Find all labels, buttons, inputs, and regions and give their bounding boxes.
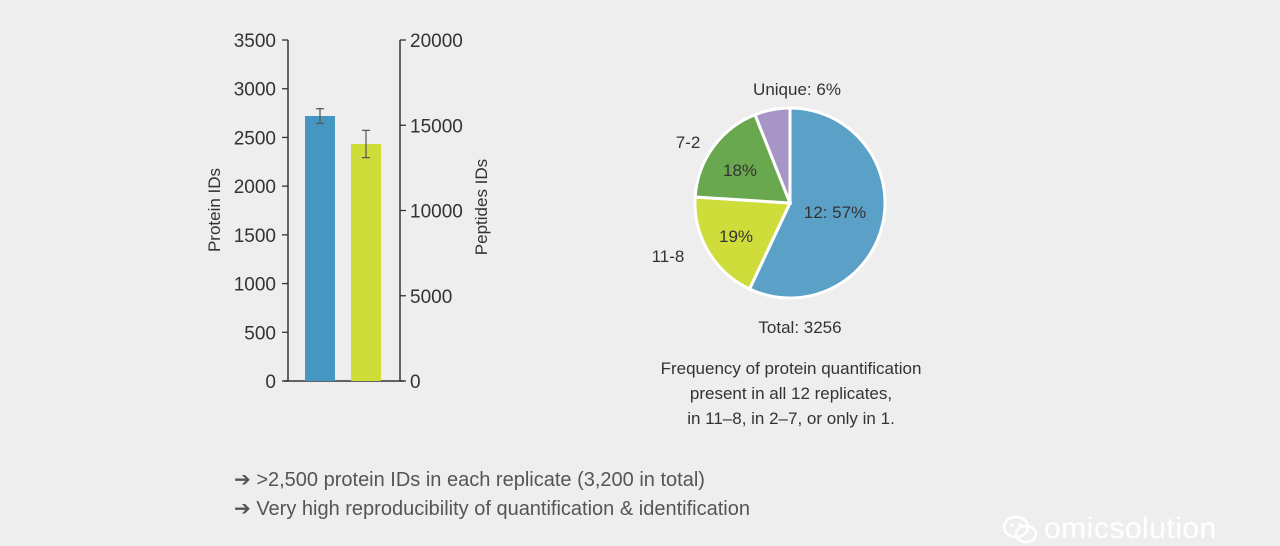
pie-total-label: Total: 3256	[758, 318, 841, 337]
pie-slice	[693, 112, 793, 205]
watermark-text: omicsolution	[1044, 512, 1217, 545]
y2-tick-label: 0	[410, 372, 421, 393]
pie-caption-line: Frequency of protein quantification	[661, 359, 922, 378]
pie-slice-label: Unique: 6%	[753, 80, 841, 99]
y2-tick-label: 5000	[410, 287, 452, 308]
y-tick-label: 2000	[234, 177, 276, 198]
y-tick-label: 1000	[234, 275, 276, 296]
y-tick-label: 3000	[234, 80, 276, 101]
y2-axis-label: Peptides IDs	[472, 159, 491, 255]
y2-tick-label: 15000	[410, 116, 463, 137]
y2-tick-label: 10000	[410, 202, 463, 223]
y-tick-label: 0	[265, 372, 276, 393]
pie-slice-label: 18%	[723, 161, 757, 180]
bullet-protein-ids: ➔ >2,500 protein IDs in each replicate (…	[234, 469, 705, 491]
wechat-icon	[1002, 515, 1038, 544]
bar	[351, 144, 381, 381]
pie-slice	[747, 106, 887, 300]
bullet-reproducibility: ➔ Very high reproducibility of quantific…	[234, 498, 750, 520]
y-tick-label: 500	[244, 323, 276, 344]
pie-slice	[753, 106, 792, 204]
bullet-list: ➔ >2,500 protein IDs in each replicate (…	[234, 466, 750, 524]
y-tick-label: 1500	[234, 226, 276, 247]
y2-tick-label: 20000	[410, 31, 463, 52]
pie-slice-label: 12: 57%	[804, 203, 866, 222]
pie-category-label: 11-8	[652, 247, 685, 266]
pie-caption-line: present in all 12 replicates,	[690, 384, 892, 403]
y-tick-label: 3500	[234, 31, 276, 52]
pie-slice	[693, 195, 793, 291]
watermark: omicsolution	[1002, 512, 1217, 546]
bar	[305, 115, 335, 381]
pie-slice-label: 19%	[719, 227, 753, 246]
pie-category-label: 7-2	[676, 133, 701, 152]
pie-caption-line: in 11–8, in 2–7, or only in 1.	[687, 409, 895, 428]
y-tick-label: 2500	[234, 128, 276, 149]
y-axis-label: Protein IDs	[205, 168, 224, 252]
